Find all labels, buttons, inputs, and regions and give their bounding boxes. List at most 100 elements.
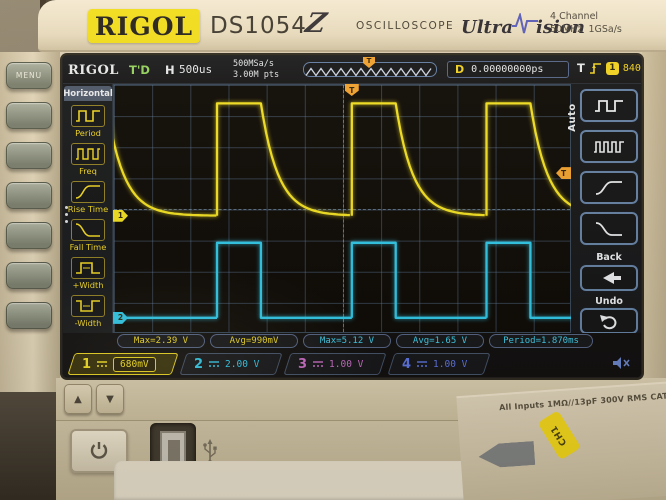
measurement-bar: Max=2.39 V Avg=990mV Max=5.12 V Avg=1.65… (63, 333, 641, 350)
channel-number: 2 (194, 356, 204, 372)
spec-labels: 4 Channel 50MHz 1GSa/s (550, 10, 622, 36)
undo-arrow-icon (600, 315, 617, 330)
auto-multi-cycle-button[interactable] (580, 130, 638, 163)
menu-item-freq[interactable]: Freq (63, 141, 113, 179)
right-bezel (642, 52, 666, 378)
spec-sample-rate: 1GSa/s (588, 24, 622, 35)
softkey-button-1[interactable] (6, 102, 52, 129)
measurement-avg-ch1: Avg=990mV (210, 334, 298, 348)
back-label: Back (596, 252, 622, 263)
ch2-trace (114, 241, 572, 319)
menu-item-label: Fall Time (69, 242, 107, 252)
auto-single-cycle-button[interactable] (580, 89, 638, 122)
menu-title: Horizontal (63, 86, 113, 101)
menu-item-fall-time[interactable]: Fall Time (63, 217, 113, 255)
center-vertical-gridline (343, 85, 344, 332)
brand-badge: RIGOL (88, 9, 200, 43)
ch1-tag-label: CH1 (549, 423, 570, 448)
minus-width-icon (71, 295, 105, 317)
horizontal-measure-menu: Horizontal Period Freq Rise Time (63, 84, 113, 333)
waveform-display: 1 2 T T (113, 84, 572, 333)
plus-width-icon (71, 257, 105, 279)
delay-readout: D 0.00000000ps (447, 61, 569, 78)
menu-button[interactable]: MENU (6, 62, 52, 89)
trigger-label: T (577, 61, 585, 75)
trigger-status: T'D (129, 63, 150, 77)
single-cycle-square-icon (595, 99, 623, 112)
ultravision-text: Ultra (461, 16, 513, 38)
channel-scale-value: 1.00 V (329, 358, 364, 370)
center-horizontal-gridline (114, 209, 570, 210)
softkey-button-4[interactable] (6, 222, 52, 249)
fall-time-icon (71, 219, 105, 241)
trigger-level-marker[interactable]: T (556, 167, 571, 180)
back-button[interactable] (580, 265, 638, 291)
bottom-panel: All Inputs 1MΩ//13pF 300V RMS CAT CH1 CH… (56, 378, 666, 500)
ultravision-logo: Ultra ision (461, 13, 585, 41)
input-panel: All Inputs 1MΩ//13pF 300V RMS CAT CH1 CH… (456, 378, 666, 500)
ultravision-text: ision (536, 16, 585, 38)
device-type-label: OSCILLOSCOPE (356, 20, 455, 32)
memory-waveform-icon (305, 67, 432, 77)
trigger-level-value: 840mV (622, 62, 641, 74)
auto-menu-side-label: Auto (566, 103, 578, 132)
undo-button[interactable] (580, 308, 638, 334)
rising-slope-icon (589, 62, 601, 74)
back-arrow-icon (603, 272, 621, 284)
softkey-button-2[interactable] (6, 142, 52, 169)
lower-shelf (114, 461, 514, 500)
ch1-input-tag: CH1 (537, 410, 582, 461)
softkey-button-5[interactable] (6, 262, 52, 289)
panel-chevron (478, 441, 536, 469)
channel-number: 4 (402, 356, 412, 372)
top-bezel: RIGOL DS1054 Z OSCILLOSCOPE Ultra ision … (38, 0, 666, 52)
menu-item-label: -Width (74, 318, 102, 328)
auto-menu: Auto Back (567, 84, 641, 334)
dc-coupling-icon (313, 361, 324, 367)
channel-scale-value: 1.00 V (433, 358, 468, 370)
multi-cycle-square-icon (594, 140, 624, 153)
channel-scale-value: 2.00 V (225, 358, 260, 370)
page-up-button[interactable]: ▲ (64, 384, 92, 414)
menu-item-plus-width[interactable]: +Width (63, 255, 113, 293)
softkey-button-3[interactable] (6, 182, 52, 209)
freq-icon (71, 143, 105, 165)
left-button-panel: MENU (0, 52, 60, 392)
channel-4-status: 4 1.00 V (387, 353, 491, 375)
menu-item-label: +Width (72, 280, 104, 290)
spec-bandwidth: 50MHz (550, 24, 583, 35)
softkey-button-6[interactable] (6, 302, 52, 329)
memory-depth: 3.00M pts (233, 70, 280, 80)
waveform-canvas (114, 102, 572, 319)
menu-item-minus-width[interactable]: -Width (63, 293, 113, 331)
menu-scroll-dots (65, 206, 68, 223)
ch1-ground-marker[interactable]: 1 (113, 209, 128, 222)
dc-coupling-icon (209, 361, 220, 367)
page-down-button[interactable]: ▼ (96, 384, 124, 414)
ultravision-spike-icon (512, 13, 538, 34)
channel-number: 1 (82, 356, 92, 372)
memory-zigzag (305, 67, 432, 77)
menu-item-label: Freq (79, 166, 97, 176)
oscilloscope-screen: RIGOL T'D H 500us 500MSa/s 3.00M pts T D… (62, 55, 642, 378)
period-icon (71, 105, 105, 127)
menu-item-rise-time[interactable]: Rise Time (63, 179, 113, 217)
channel-number: 3 (298, 356, 308, 372)
measurement-max-ch2: Max=5.12 V (303, 334, 391, 348)
dc-coupling-icon (417, 361, 428, 367)
spec-line2: 50MHz 1GSa/s (550, 23, 622, 36)
status-bar: RIGOL T'D H 500us 500MSa/s 3.00M pts T D… (63, 56, 641, 84)
auto-rising-edge-button[interactable] (580, 171, 638, 204)
dc-coupling-icon (97, 361, 108, 367)
sample-rate: 500MSa/s (233, 59, 274, 69)
auto-falling-edge-button[interactable] (580, 212, 638, 245)
acquisition-readout: 500MSa/s 3.00M pts (233, 59, 279, 81)
background-corner (0, 392, 56, 500)
rise-time-icon (71, 181, 105, 203)
menu-item-period[interactable]: Period (63, 103, 113, 141)
trigger-position-marker[interactable]: T (344, 84, 359, 96)
trigger-position-flag[interactable]: T (363, 57, 375, 68)
ch2-ground-marker[interactable]: 2 (113, 311, 128, 324)
measurement-avg-ch2: Avg=1.65 V (396, 334, 484, 348)
